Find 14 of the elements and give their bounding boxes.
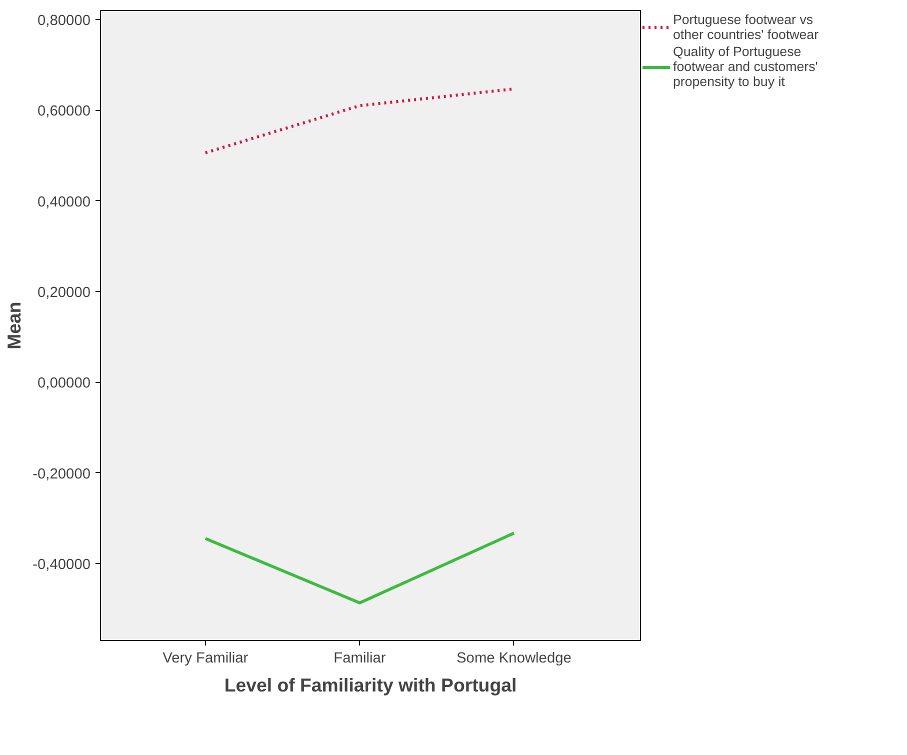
y-tick-label: -0,40000 [32,556,90,573]
x-tick-label: Very Familiar [162,650,248,666]
y-tick-label: 0,60000 [38,104,91,120]
y-tick-label: 0,00000 [38,376,91,392]
legend-label: Portuguese footwear vs other countries' footwear [673,12,819,42]
x-tick-label: Some Knowledge [456,650,572,666]
y-axis-title: Mean [4,302,25,350]
x-axis-title: Level of Familiarity with Portugal [224,674,517,696]
y-tick-label: -0,20000 [32,466,90,482]
y-tick-label: 0,80000 [38,13,91,30]
y-tick-label: 0,20000 [38,285,91,302]
y-tick-label: 0,40000 [38,194,91,210]
legend-label: Quality of Portuguese footwear and customers' propensity to buy it [673,44,818,89]
x-tick-label: Familiar [334,650,386,666]
